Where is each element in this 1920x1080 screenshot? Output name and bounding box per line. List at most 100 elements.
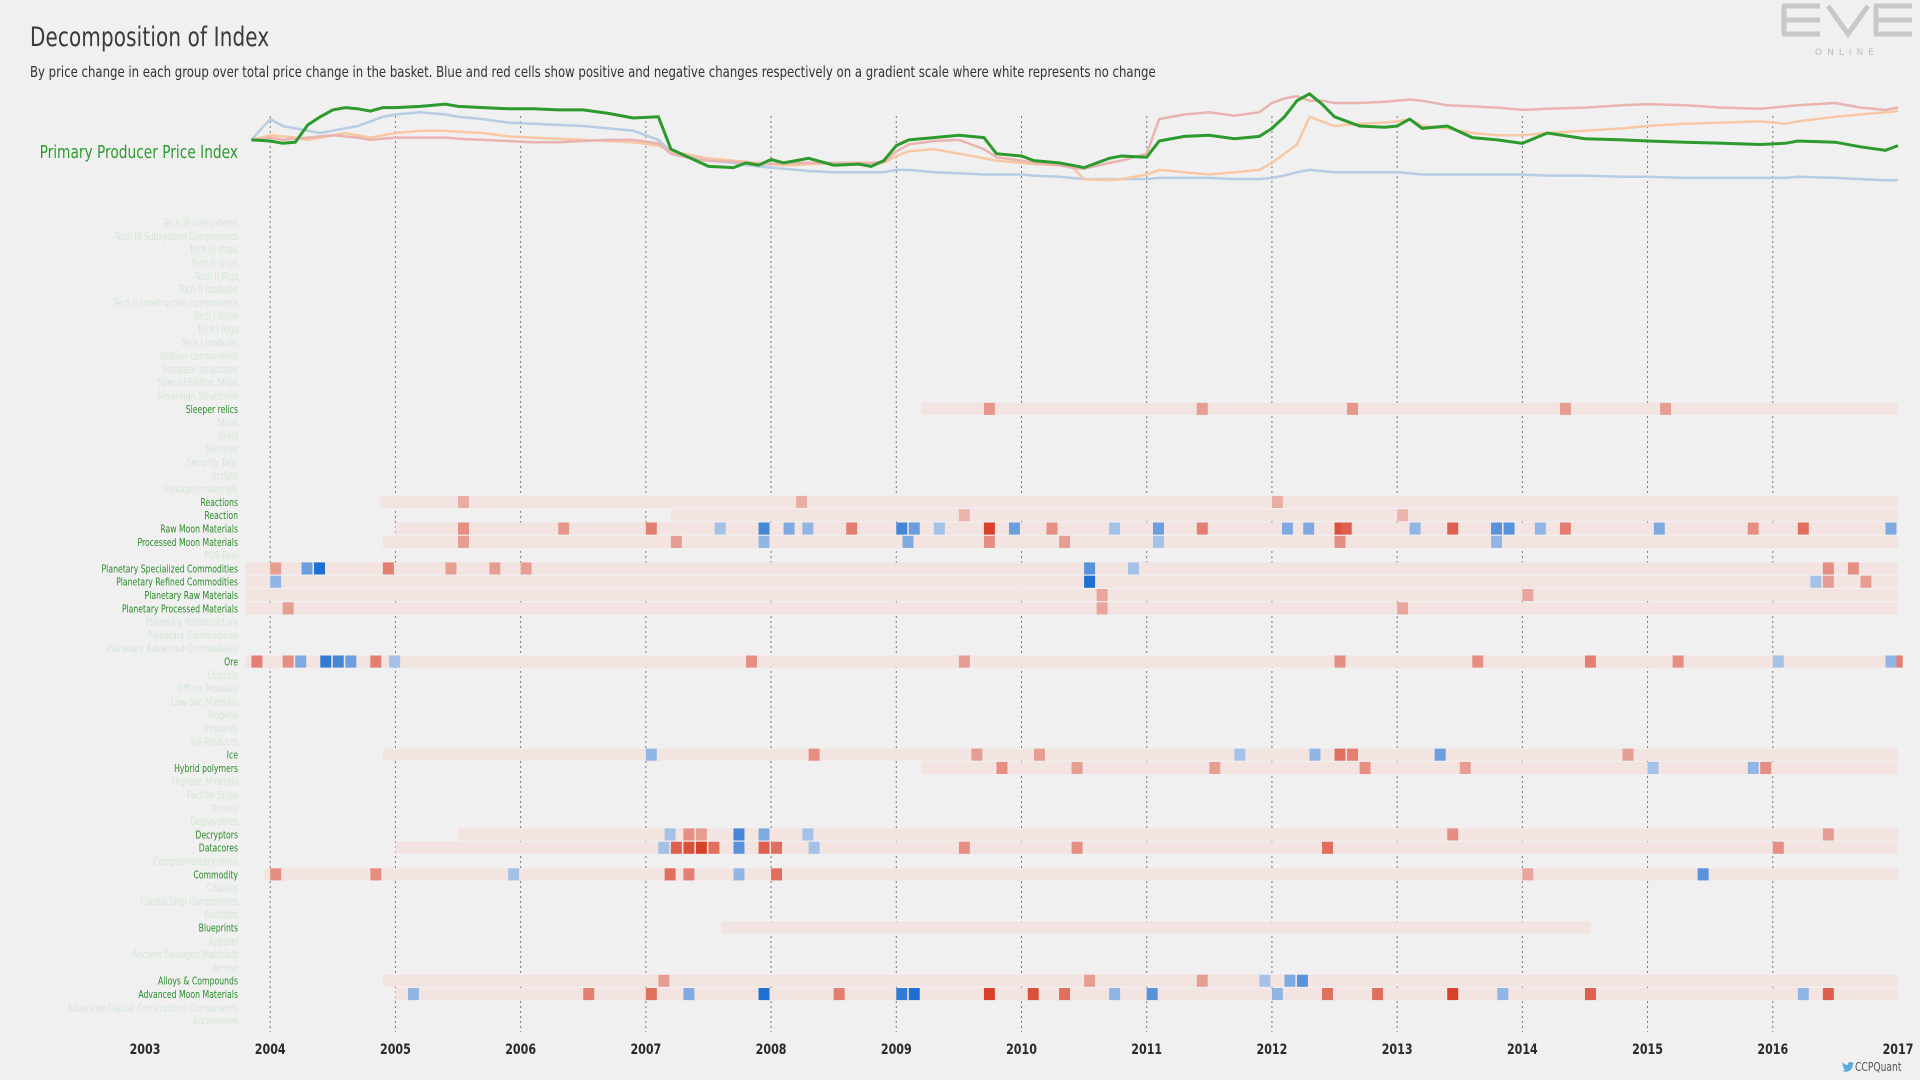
heatmap-row-band bbox=[382, 974, 1899, 987]
heatmap-cell-positive bbox=[1647, 761, 1659, 774]
category-label: Advanced Moon Materials bbox=[138, 989, 238, 1001]
heatmap-cell-negative bbox=[1196, 522, 1208, 535]
heatmap-row-band bbox=[380, 495, 1899, 508]
heatmap-row-band bbox=[245, 602, 1899, 615]
category-label: Deployables bbox=[190, 816, 238, 828]
heatmap-cell-positive bbox=[1281, 522, 1293, 535]
heatmap-cell-positive bbox=[508, 868, 520, 881]
heatmap-cell-negative bbox=[1822, 575, 1834, 588]
category-label: Citadels bbox=[207, 883, 239, 895]
heatmap-cell-positive bbox=[758, 988, 770, 1001]
heatmap-cell-positive bbox=[320, 655, 332, 668]
logo-subtext: ONLINE bbox=[1815, 48, 1879, 58]
index-series-label: Primary Producer Price Index bbox=[40, 141, 239, 163]
heatmap-cell-negative bbox=[1472, 655, 1484, 668]
heatmap-cell-negative bbox=[1096, 602, 1108, 615]
heatmap-cell-negative bbox=[1559, 402, 1571, 415]
category-label: Reaction bbox=[204, 511, 238, 523]
heatmap-cell-positive bbox=[1503, 522, 1515, 535]
heatmap-cell-negative bbox=[1672, 655, 1684, 668]
category-label: Tech II ships bbox=[190, 258, 238, 270]
x-axis-tick-labels: 2003 2004 2005 2006 2007 2008 2009 2010 2011 2012… bbox=[130, 1042, 1914, 1058]
heatmap-cell-positive bbox=[1534, 522, 1546, 535]
heatmap-cell-negative bbox=[1322, 988, 1333, 1001]
heatmap-row-band bbox=[921, 402, 1898, 415]
heatmap-cell-positive bbox=[758, 828, 770, 841]
heatmap-cell-negative bbox=[1347, 402, 1359, 415]
heatmap-cell-positive bbox=[301, 562, 313, 575]
heatmap-cell-negative bbox=[382, 562, 394, 575]
index-series: Primary Producer Price Index bbox=[40, 91, 1899, 170]
heatmap-cell-positive bbox=[908, 988, 920, 1001]
heatmap-cell-positive bbox=[902, 535, 914, 548]
heatmap-cell-negative bbox=[1084, 974, 1096, 987]
heatmap-cell-negative bbox=[282, 602, 294, 615]
heatmap-cell-positive bbox=[683, 988, 695, 1001]
x-tick-label: 2016 bbox=[1757, 1042, 1788, 1058]
heatmap-cell-negative bbox=[670, 841, 682, 854]
category-label: Ice Products bbox=[191, 737, 239, 749]
heatmap-cell-negative bbox=[458, 495, 469, 508]
heatmap-cell-negative bbox=[1447, 988, 1459, 1001]
heatmap-cell-positive bbox=[1497, 988, 1509, 1001]
heatmap-cell-negative bbox=[796, 495, 808, 508]
heatmap-cell-positive bbox=[1146, 988, 1158, 1001]
heatmap-cell-negative bbox=[1209, 761, 1221, 774]
heatmap-cell-positive bbox=[1409, 522, 1421, 535]
category-label: Services bbox=[205, 444, 238, 456]
x-tick-label: 2014 bbox=[1507, 1042, 1538, 1058]
heatmap-cell-positive bbox=[332, 655, 344, 668]
heatmap-cell-positive bbox=[1303, 522, 1315, 535]
heatmap-cell-negative bbox=[983, 535, 995, 548]
twitter-bird-icon bbox=[1842, 1062, 1854, 1072]
category-label: Faction Ships bbox=[187, 790, 238, 802]
heatmap-cell-negative bbox=[1046, 522, 1058, 535]
category-label: Boosters bbox=[204, 910, 238, 922]
heatmap-cell-negative bbox=[1860, 575, 1872, 588]
x-tick-label: 2008 bbox=[756, 1042, 787, 1058]
heatmap-cell-negative bbox=[458, 535, 469, 548]
heatmap-cell-negative bbox=[370, 655, 382, 668]
heatmap-cell-negative bbox=[370, 868, 382, 881]
heatmap-cell-negative bbox=[1660, 402, 1672, 415]
category-label: Starbase structures bbox=[162, 364, 238, 376]
heatmap-cell-negative bbox=[983, 522, 995, 535]
heatmap-cell-negative bbox=[1359, 761, 1371, 774]
category-label: Planetary Infrastructure bbox=[146, 617, 238, 629]
heatmap-cell-negative bbox=[1622, 748, 1634, 761]
heatmap-cell-negative bbox=[1772, 841, 1784, 854]
heatmap-cell-negative bbox=[489, 562, 501, 575]
category-label: Tech I ships bbox=[193, 311, 239, 323]
heatmap-cell-negative bbox=[1059, 988, 1071, 1001]
category-label: Station components bbox=[160, 351, 238, 363]
heatmap-cell-negative bbox=[1584, 655, 1596, 668]
heatmap-cell-negative bbox=[1747, 522, 1759, 535]
heatmap-cell-negative bbox=[983, 988, 995, 1001]
category-label: Processed Moon Materials bbox=[138, 537, 239, 549]
heatmap-cell-positive bbox=[808, 841, 820, 854]
x-tick-label: 2003 bbox=[130, 1042, 161, 1058]
heatmap-cell-positive bbox=[1885, 522, 1897, 535]
category-label: Planetary Advanced Commodities bbox=[107, 644, 238, 656]
heatmap-cell-positive bbox=[733, 828, 745, 841]
heatmap-cell-negative bbox=[958, 509, 970, 522]
category-label: Skins bbox=[218, 417, 239, 429]
heatmap-cell-positive bbox=[295, 655, 307, 668]
heatmap-cell-negative bbox=[1334, 522, 1346, 535]
heatmap-cell-negative bbox=[1584, 988, 1596, 1001]
heatmap-cell-positive bbox=[1747, 761, 1759, 774]
heatmap-cell-positive bbox=[1653, 522, 1665, 535]
category-label: Datacores bbox=[199, 843, 239, 855]
heatmap-cell-positive bbox=[1491, 535, 1503, 548]
heatmap-row-band bbox=[670, 509, 1898, 522]
heatmap-cell-positive bbox=[733, 841, 745, 854]
x-tick-label: 2015 bbox=[1632, 1042, 1663, 1058]
category-label: Reactions bbox=[200, 497, 238, 509]
x-tick-label: 2004 bbox=[255, 1042, 286, 1058]
heatmap-cell-negative bbox=[1334, 535, 1346, 548]
heatmap-cell-positive bbox=[1084, 562, 1096, 575]
heatmap-cell-negative bbox=[270, 868, 282, 881]
heatmap-cell-negative bbox=[996, 761, 1008, 774]
category-label: Tech I modules bbox=[180, 338, 239, 350]
category-label: Tech III subsystems bbox=[162, 218, 238, 230]
